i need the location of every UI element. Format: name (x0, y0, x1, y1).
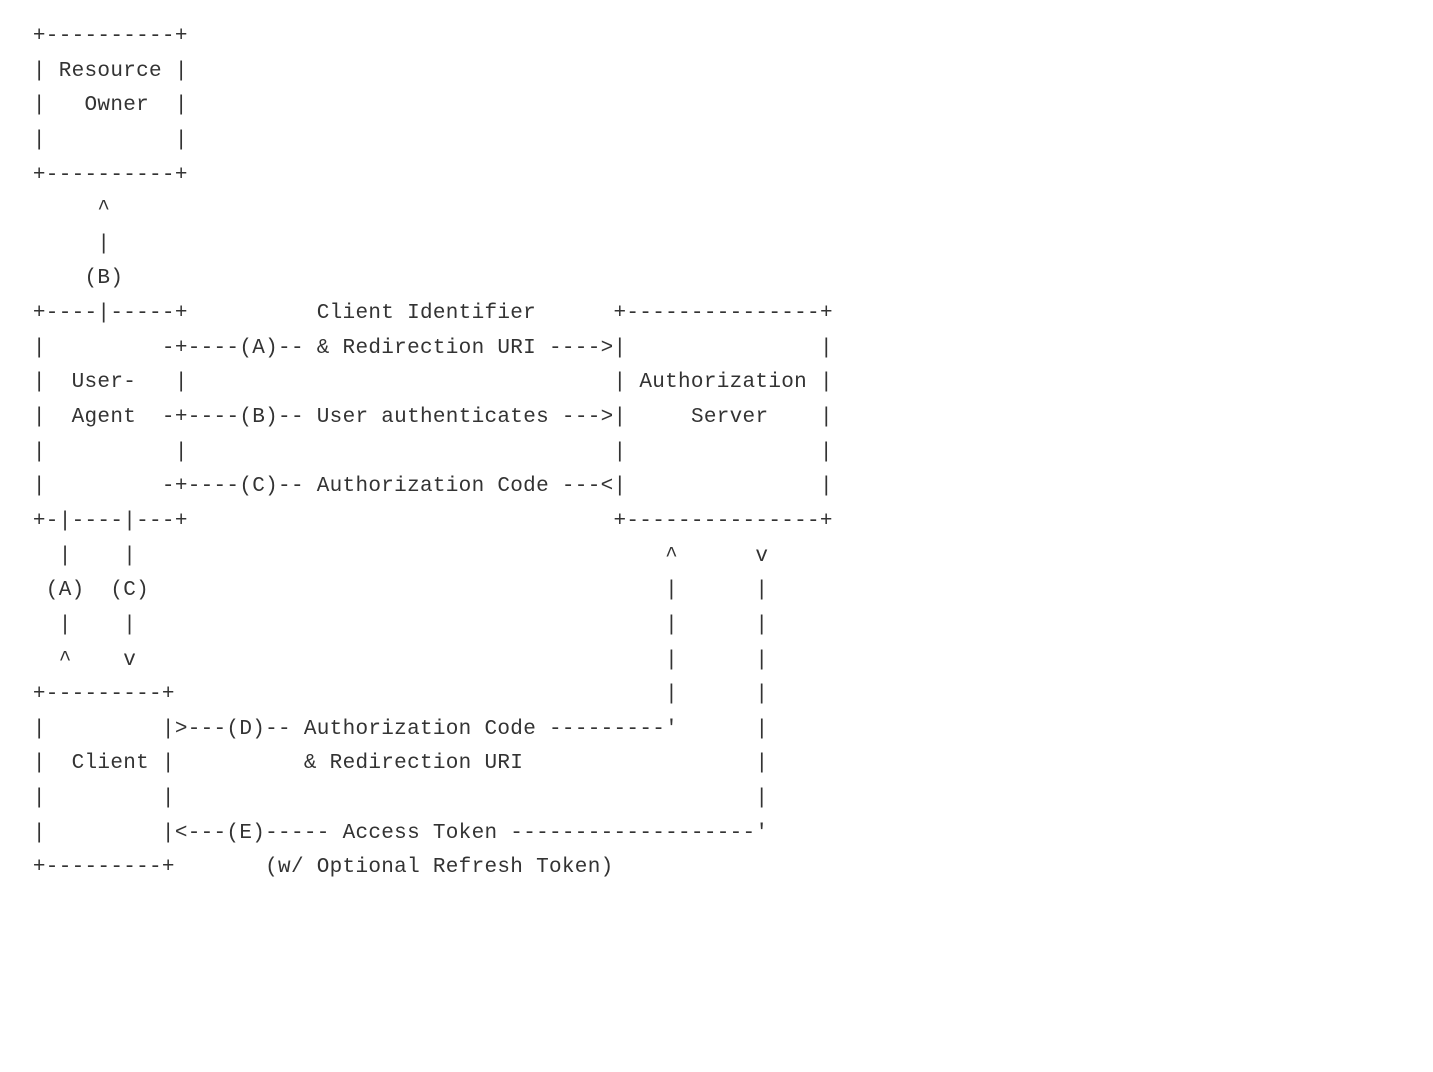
edge-E-l2: (w/ Optional Refresh Token) (265, 856, 613, 879)
ascii-line: | (20, 94, 85, 117)
ascii-line: | | | (20, 787, 768, 810)
node-auth-server-l1: Authorization (639, 371, 807, 394)
ascii-line: +---------+ | | (20, 683, 768, 706)
ascii-line: | |>---(D)-- (20, 718, 304, 741)
ascii-line: | (149, 94, 188, 117)
ascii-line: | | | | (20, 441, 833, 464)
ascii-line: ^ v | | (20, 649, 768, 672)
ascii-line: (A) (C) | | (20, 579, 768, 602)
ascii-line: | |<---(E)----- (20, 822, 343, 845)
ascii-line: ---------' | (536, 718, 768, 741)
node-user-agent-l2: Agent (72, 406, 137, 429)
edge-B-l1: User authenticates (317, 406, 549, 429)
ascii-line: | (523, 752, 768, 775)
ascii-line: ---->| | (536, 337, 833, 360)
ascii-line: | (149, 752, 304, 775)
ascii-line: +---------------+ (536, 302, 833, 325)
ascii-line: +----------+ (20, 25, 188, 48)
ascii-line: | | (136, 371, 639, 394)
node-user-agent-l1: User- (72, 371, 137, 394)
ascii-line: | (20, 60, 59, 83)
ascii-line: | (768, 406, 833, 429)
ascii-line: | | ^ v (20, 545, 768, 568)
oauth-flow-diagram: +----------+ | Resource | | Owner | | | … (0, 0, 1433, 906)
ascii-line: | (807, 371, 833, 394)
ascii-line: | (20, 406, 72, 429)
ascii-line: ---<| | (549, 475, 833, 498)
ascii-line: | (20, 752, 72, 775)
ascii-line: -------------------' (497, 822, 768, 845)
ascii-line: -+----(B)-- (136, 406, 317, 429)
ascii-line: | (162, 60, 188, 83)
ascii-line: +---------+ (20, 856, 265, 879)
ascii-line: | (20, 233, 110, 256)
node-client-l1: Client (72, 752, 149, 775)
ascii-line: --->| (549, 406, 691, 429)
ascii-line: (B) (20, 267, 123, 290)
node-resource-owner-l1: Resource (59, 60, 162, 83)
ascii-line: +----------+ (20, 164, 188, 187)
edge-D-l2: & Redirection URI (304, 752, 523, 775)
edge-A-l1: Client Identifier (317, 302, 536, 325)
ascii-line: | -+----(A)-- (20, 337, 317, 360)
edge-C-l1: Authorization Code (317, 475, 549, 498)
edge-E-l1: Access Token (343, 822, 498, 845)
ascii-line: | | (20, 129, 188, 152)
ascii-line: ^ (20, 198, 110, 221)
node-resource-owner-l2: Owner (85, 94, 150, 117)
ascii-line: | -+----(C)-- (20, 475, 317, 498)
ascii-line: +-|----|---+ +---------------+ (20, 510, 833, 533)
node-auth-server-l2: Server (691, 406, 768, 429)
ascii-line: | | | | (20, 614, 768, 637)
ascii-line: | (20, 371, 72, 394)
edge-A-l2: & Redirection URI (317, 337, 536, 360)
edge-D-l1: Authorization Code (304, 718, 536, 741)
ascii-line: +----|-----+ (20, 302, 317, 325)
